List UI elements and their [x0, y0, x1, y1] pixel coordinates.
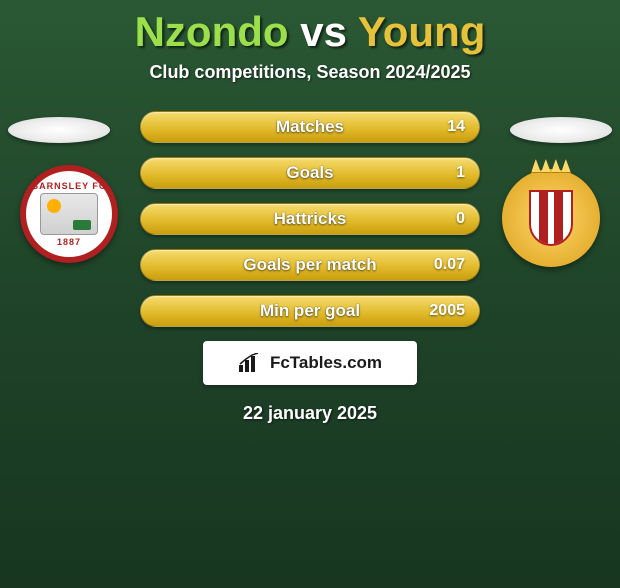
crest-year: 1887: [57, 237, 81, 247]
brand-box: FcTables.com: [203, 341, 417, 385]
stat-bar-min-per-goal: Min per goal 2005: [140, 295, 480, 327]
stat-right-value: 1: [456, 164, 465, 182]
stat-right-value: 0.07: [434, 256, 465, 274]
stat-label: Goals: [286, 163, 333, 183]
page-title: Nzondo vs Young: [0, 8, 620, 56]
stat-bar-matches: Matches 14: [140, 111, 480, 143]
stat-label: Hattricks: [274, 209, 347, 229]
stat-bar-goals: Goals 1: [140, 157, 480, 189]
stat-right-value: 0: [456, 210, 465, 228]
stat-label: Matches: [276, 117, 344, 137]
stat-right-value: 2005: [429, 302, 465, 320]
vs-text: vs: [300, 8, 347, 55]
crest-crown-icon: [531, 159, 571, 173]
stat-bar-hattricks: Hattricks 0: [140, 203, 480, 235]
right-pedestal-ellipse: [510, 117, 612, 143]
left-pedestal-ellipse: [8, 117, 110, 143]
crest-striped-shield: [529, 190, 573, 246]
stat-label: Goals per match: [243, 255, 376, 275]
stat-bar-goals-per-match: Goals per match 0.07: [140, 249, 480, 281]
player2-name: Young: [358, 8, 486, 55]
stat-bars: Matches 14 Goals 1 Hattricks 0 Goals per…: [140, 111, 480, 327]
right-club-crest: [502, 169, 600, 267]
stat-right-value: 14: [447, 118, 465, 136]
crest-inner-shield: [40, 193, 98, 235]
brand-name: FcTables.com: [270, 353, 382, 373]
bar-chart-icon: [238, 353, 264, 373]
left-club-crest: BARNSLEY FC 1887: [20, 165, 118, 263]
stat-label: Min per goal: [260, 301, 360, 321]
date-text: 22 january 2025: [0, 403, 620, 424]
player1-name: Nzondo: [135, 8, 289, 55]
crest-top-text: BARNSLEY FC: [32, 181, 107, 191]
subtitle: Club competitions, Season 2024/2025: [0, 62, 620, 83]
comparison-panel: BARNSLEY FC 1887 Matches 14 Goals 1 Hatt…: [0, 111, 620, 424]
